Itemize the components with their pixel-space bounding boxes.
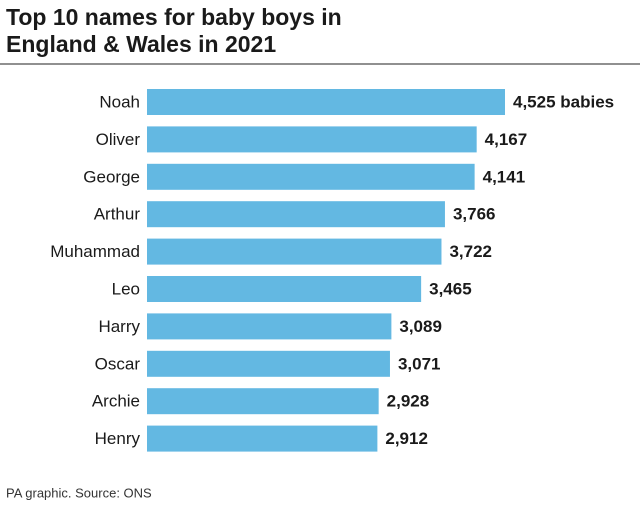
category-label: Archie: [92, 392, 140, 411]
chart-title: England & Wales in 2021: [6, 31, 276, 57]
bar: [147, 276, 422, 302]
bar: [147, 313, 392, 340]
bar: [147, 350, 390, 377]
category-label: Noah: [99, 92, 140, 111]
value-label: 2,928: [387, 392, 430, 411]
value-label: 3,071: [398, 354, 441, 373]
value-label: 4,525 babies: [513, 92, 614, 111]
bar: [147, 388, 379, 415]
value-label: 3,722: [449, 242, 492, 261]
bar: [147, 163, 475, 190]
bar: [147, 126, 477, 153]
category-label: Leo: [112, 279, 140, 298]
bar: [147, 238, 442, 265]
value-label: 4,167: [485, 130, 528, 149]
value-label: 3,766: [453, 205, 496, 224]
value-label: 3,465: [429, 279, 472, 298]
chart-title: Top 10 names for baby boys in: [6, 4, 342, 30]
category-label: Henry: [95, 429, 141, 448]
category-label: Muhammad: [50, 242, 140, 261]
bar: [147, 425, 378, 452]
category-label: Harry: [98, 317, 140, 336]
bar: [147, 89, 505, 115]
category-label: Oliver: [96, 130, 141, 149]
bar: [147, 201, 445, 228]
category-label: George: [83, 167, 140, 186]
source: PA graphic. Source: ONS: [6, 485, 152, 500]
value-label: 2,912: [385, 429, 428, 448]
category-label: Arthur: [94, 205, 141, 224]
category-label: Oscar: [95, 354, 141, 373]
value-label: 3,089: [399, 317, 442, 336]
value-label: 4,141: [483, 167, 526, 186]
